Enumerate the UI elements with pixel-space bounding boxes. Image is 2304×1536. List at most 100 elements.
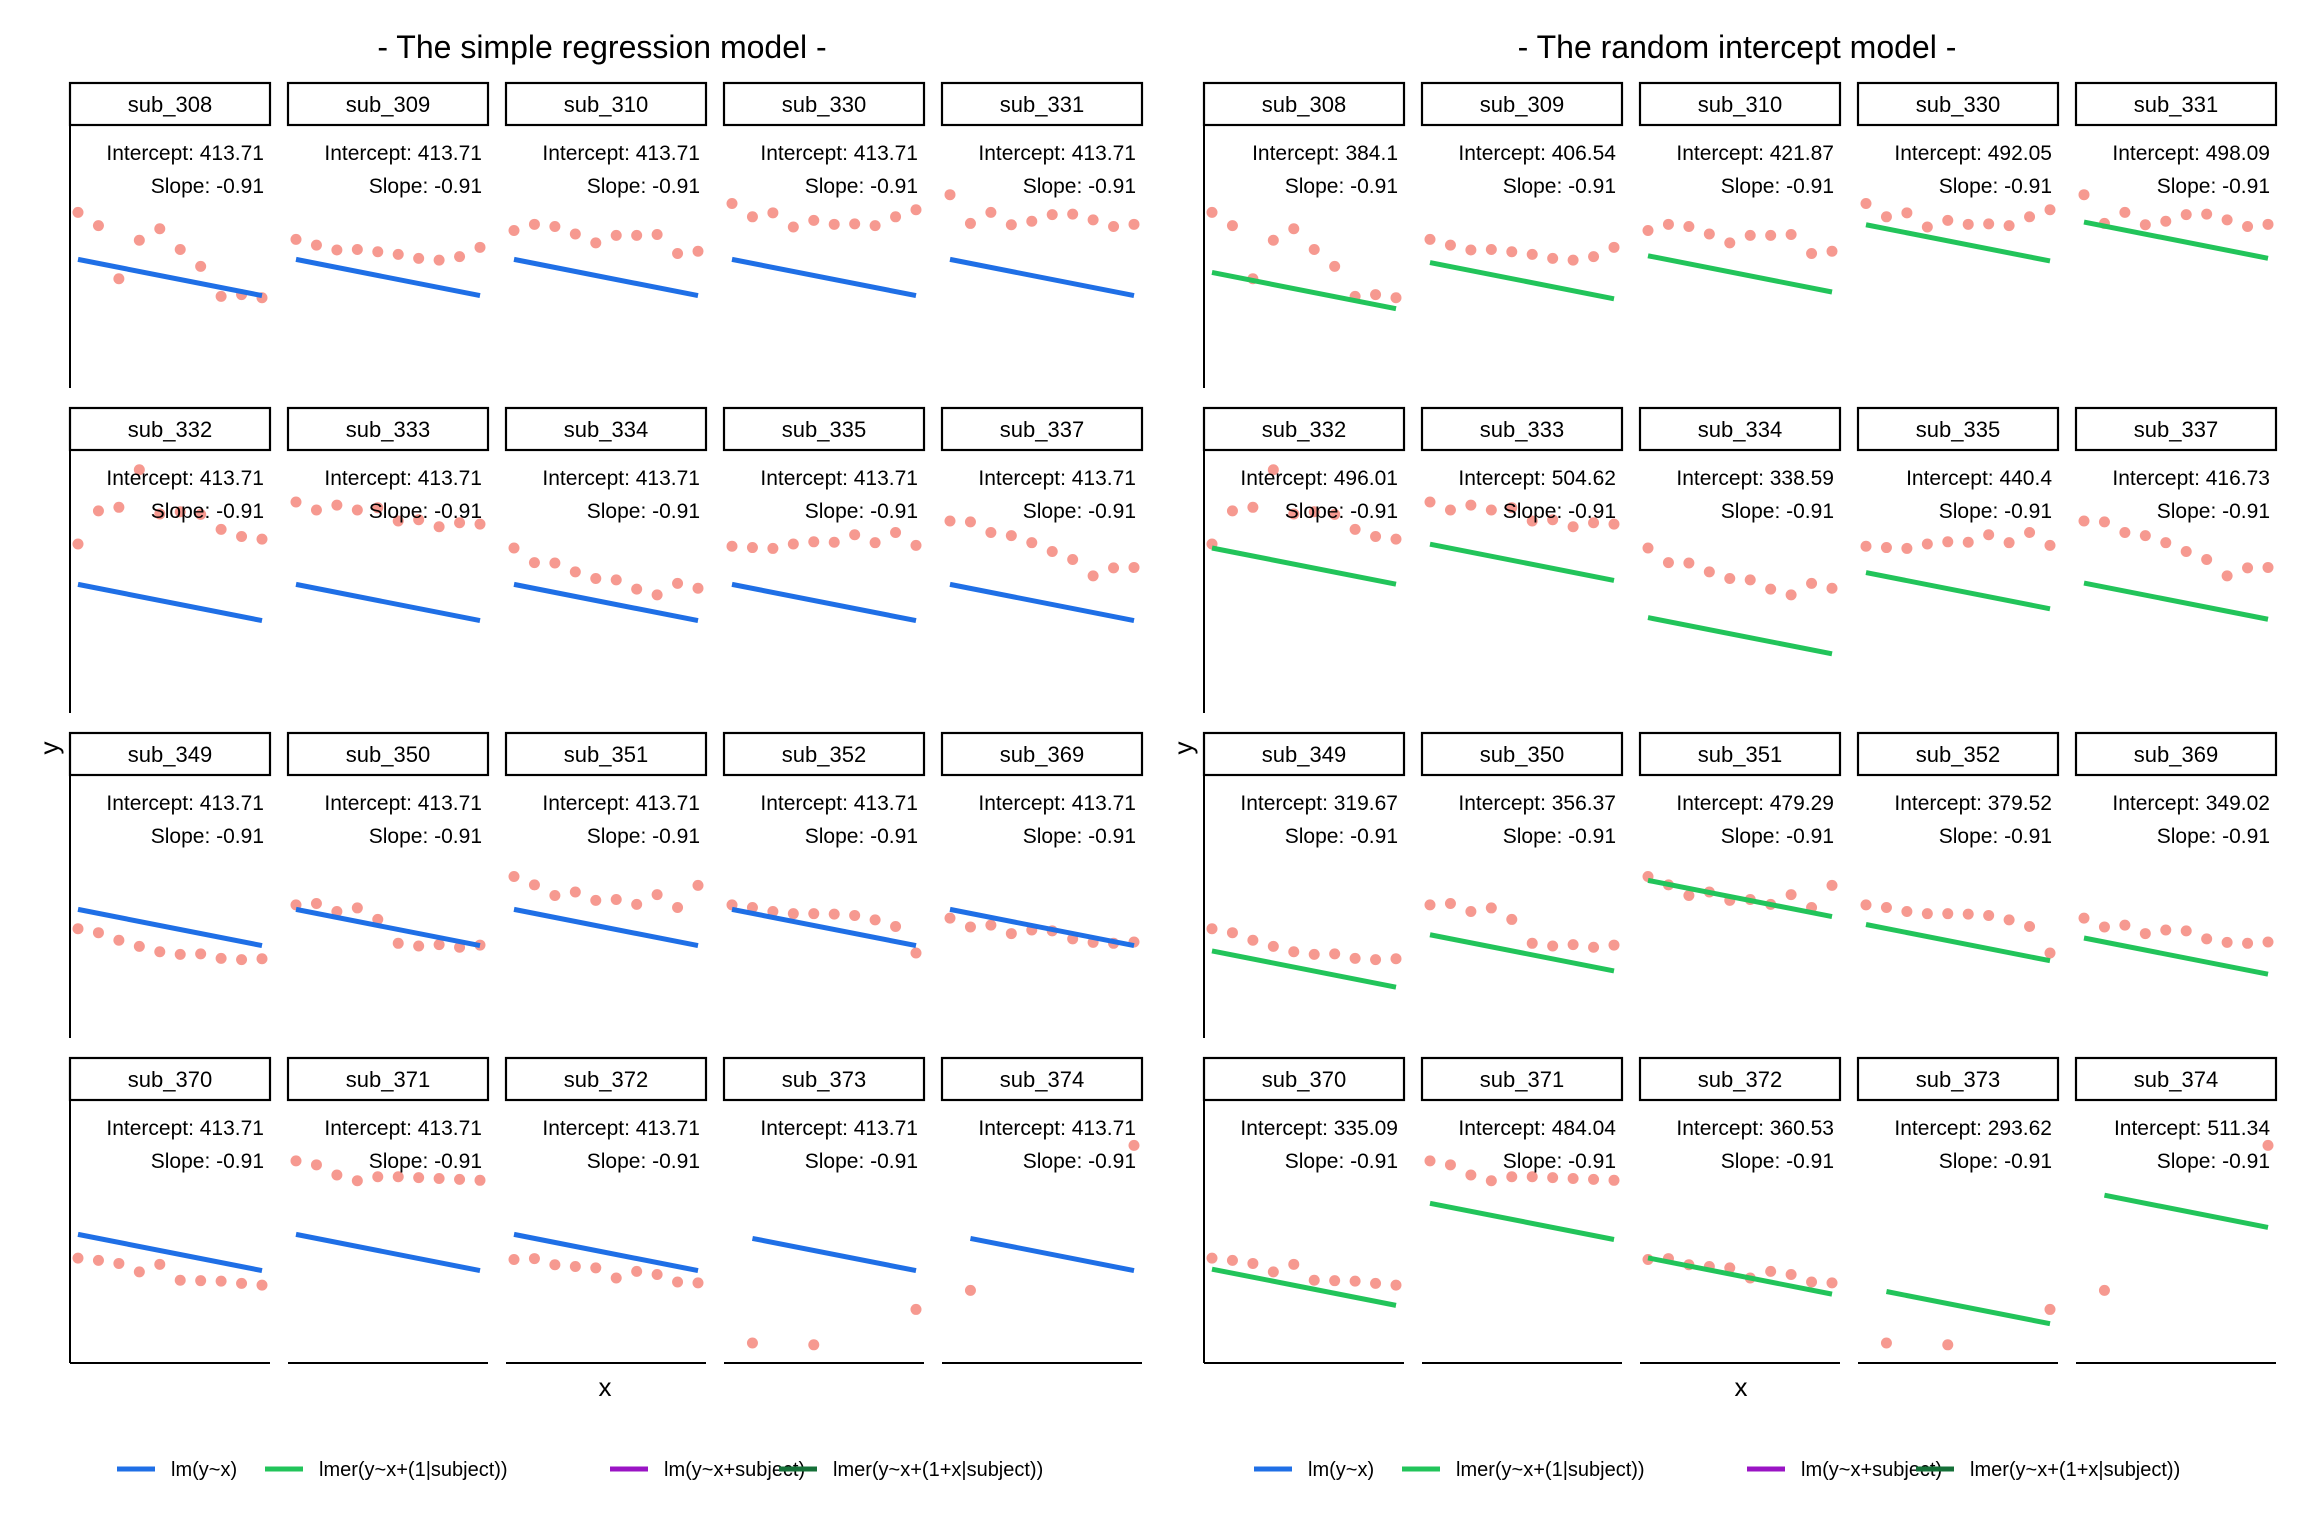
data-point	[1444, 239, 1456, 251]
data-point	[372, 913, 384, 925]
data-point	[1370, 530, 1382, 542]
facet-panel: sub_349 Intercept: 319.67 Slope: -0.91	[1202, 731, 1406, 1038]
fit-line	[731, 581, 917, 624]
data-point	[1785, 1268, 1797, 1280]
facet-panel: sub_370 Intercept: 335.09 Slope: -0.91	[1202, 1056, 1406, 1364]
facet-panel: sub_351 Intercept: 479.29 Slope: -0.91	[1638, 731, 1842, 920]
data-point	[2221, 214, 2233, 226]
data-point	[590, 573, 602, 585]
data-point	[944, 515, 956, 527]
data-point	[92, 505, 104, 517]
intercept-label: Intercept: 413.71	[324, 792, 482, 815]
data-point	[1485, 902, 1497, 914]
data-point	[726, 540, 738, 552]
slope-label: Slope: -0.91	[151, 500, 264, 523]
data-point	[849, 529, 861, 541]
data-point	[672, 901, 684, 913]
data-point	[2201, 553, 2213, 565]
data-point	[1206, 923, 1218, 935]
data-point	[808, 536, 820, 548]
data-point	[2003, 537, 2015, 549]
data-point	[72, 923, 84, 935]
slope-label: Slope: -0.91	[151, 175, 264, 198]
fit-line	[2083, 219, 2269, 261]
legend-item: lmer(y~x+(1|subject))	[265, 1459, 508, 1481]
slope-label: Slope: -0.91	[1721, 175, 1834, 198]
data-point	[413, 514, 425, 526]
intercept-label: Intercept: 384.1	[1252, 142, 1398, 165]
data-point	[631, 229, 643, 241]
data-point	[1567, 1173, 1579, 1185]
legend-item: lm(y~x)	[117, 1459, 237, 1481]
fit-line	[295, 256, 481, 299]
data-point	[2180, 546, 2192, 558]
facet-strip	[1856, 81, 2060, 127]
facet-strip	[286, 406, 490, 452]
facet-panel: sub_334 Intercept: 413.71 Slope: -0.91	[504, 406, 708, 624]
facet-strip	[1202, 406, 1406, 452]
data-point	[215, 1275, 227, 1287]
data-point	[1465, 1169, 1477, 1181]
data-point	[1983, 909, 1995, 921]
fit-line	[295, 906, 481, 949]
facet-strip	[68, 1056, 272, 1102]
slope-label: Slope: -0.91	[1939, 175, 2052, 198]
data-point	[474, 518, 486, 530]
facet-strip	[286, 1056, 490, 1102]
slope-label: Slope: -0.91	[1503, 1150, 1616, 1173]
data-point	[113, 1257, 125, 1269]
data-point	[413, 940, 425, 952]
data-point	[1942, 908, 1954, 920]
data-point	[1108, 221, 1120, 233]
slope-label: Slope: -0.91	[587, 500, 700, 523]
fit-line	[1885, 1289, 2051, 1327]
data-point	[1880, 1337, 1892, 1349]
slope-label: Slope: -0.91	[587, 175, 700, 198]
data-point	[767, 542, 779, 554]
data-point	[828, 536, 840, 548]
data-point	[1683, 221, 1695, 233]
data-point	[828, 908, 840, 920]
data-point	[2024, 527, 2036, 539]
data-point	[310, 1159, 322, 1171]
facet-panel: sub_373 Intercept: 293.62 Slope: -0.91	[1856, 1056, 2060, 1364]
data-point	[1826, 245, 1838, 257]
facet-strip-label: sub_337	[1000, 417, 1084, 442]
data-point	[2201, 208, 2213, 220]
data-point	[174, 948, 186, 960]
data-point	[413, 1172, 425, 1184]
facet-strip-label: sub_332	[128, 417, 212, 442]
data-point	[1724, 573, 1736, 585]
data-point	[631, 898, 643, 910]
facet-strip	[2074, 81, 2278, 127]
data-point	[726, 198, 738, 210]
data-point	[1370, 289, 1382, 301]
data-point	[1683, 890, 1695, 902]
data-point	[964, 1284, 976, 1296]
data-point	[133, 234, 145, 246]
data-point	[72, 1252, 84, 1264]
data-point	[236, 530, 248, 542]
data-point	[787, 908, 799, 920]
facet-strip-label: sub_331	[2134, 92, 2218, 117]
slope-label: Slope: -0.91	[587, 1150, 700, 1173]
facet-strip-label: sub_371	[1480, 1067, 1564, 1092]
data-point	[2044, 204, 2056, 216]
slope-label: Slope: -0.91	[1023, 825, 1136, 848]
facet-panel: sub_334 Intercept: 338.59 Slope: -0.91	[1638, 406, 1842, 657]
fit-line	[1211, 545, 1397, 587]
plot-title: - The simple regression model -	[377, 29, 826, 65]
data-point	[1308, 506, 1320, 518]
intercept-label: Intercept: 440.4	[1906, 467, 2052, 490]
data-point	[1588, 517, 1600, 529]
facet-strip-label: sub_309	[346, 92, 430, 117]
fit-line	[295, 581, 481, 624]
data-point	[692, 582, 704, 594]
data-point	[92, 927, 104, 939]
fit-line	[77, 256, 263, 299]
facet-strip	[68, 406, 272, 452]
data-point	[1983, 218, 1995, 230]
data-point	[528, 557, 540, 569]
